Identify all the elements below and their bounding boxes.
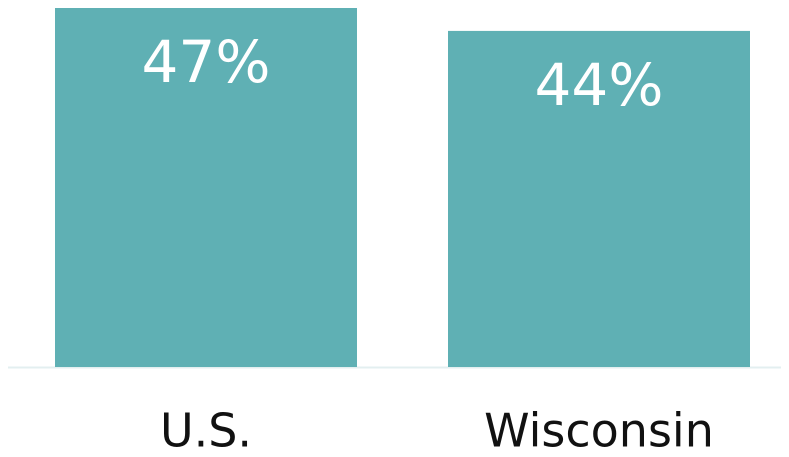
value-label: 47% <box>142 28 271 96</box>
value-label: 44% <box>535 51 664 119</box>
bar <box>55 8 357 367</box>
x-tick-label: Wisconsin <box>484 404 714 457</box>
bar <box>448 30 750 368</box>
x-tick-label: U.S. <box>160 404 252 457</box>
